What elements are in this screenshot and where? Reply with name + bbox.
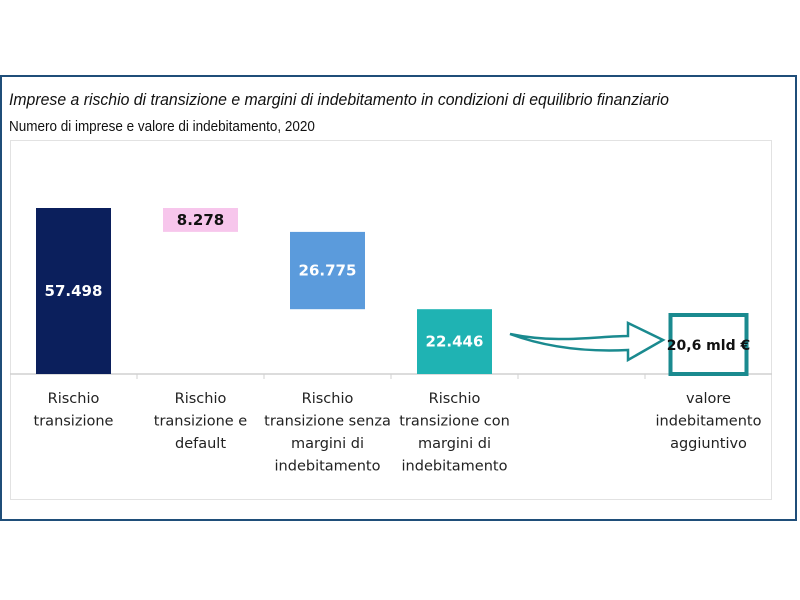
result-box — [668, 313, 749, 376]
category-label: margini di — [291, 436, 364, 452]
category-label: Rischio — [429, 391, 481, 407]
bar-1 — [36, 208, 111, 374]
chart-frame — [0, 75, 797, 521]
category-label: margini di — [418, 436, 491, 452]
category-label: valore — [686, 391, 731, 407]
category-label: default — [175, 436, 226, 452]
bar-3 — [290, 231, 365, 310]
arrow-icon — [509, 321, 666, 363]
plot-area — [10, 140, 772, 500]
bar-4 — [417, 309, 492, 374]
category-label: indebitamento — [402, 459, 508, 475]
category-label: indebitamento — [656, 414, 762, 430]
category-label: Rischio — [48, 391, 100, 407]
bar-2 — [163, 208, 238, 232]
category-label: transizione senza — [264, 414, 391, 430]
category-label: aggiuntivo — [670, 436, 747, 452]
category-label: transizione con — [399, 414, 510, 430]
data-label: 57.498 — [45, 282, 103, 300]
chart-subtitle: Numero di imprese e valore di indebitame… — [9, 119, 315, 135]
category-label: indebitamento — [275, 459, 381, 475]
chart-title: Imprese a rischio di transizione e margi… — [9, 90, 669, 109]
category-label: Rischio — [175, 391, 227, 407]
data-label: 22.446 — [426, 333, 484, 351]
category-label: transizione e — [154, 414, 248, 430]
category-label: transizione — [34, 414, 114, 430]
result-label: 20,6 mld € — [667, 338, 750, 354]
data-label: 8.278 — [177, 211, 224, 229]
category-label: Rischio — [302, 391, 354, 407]
data-label: 26.775 — [299, 262, 357, 280]
